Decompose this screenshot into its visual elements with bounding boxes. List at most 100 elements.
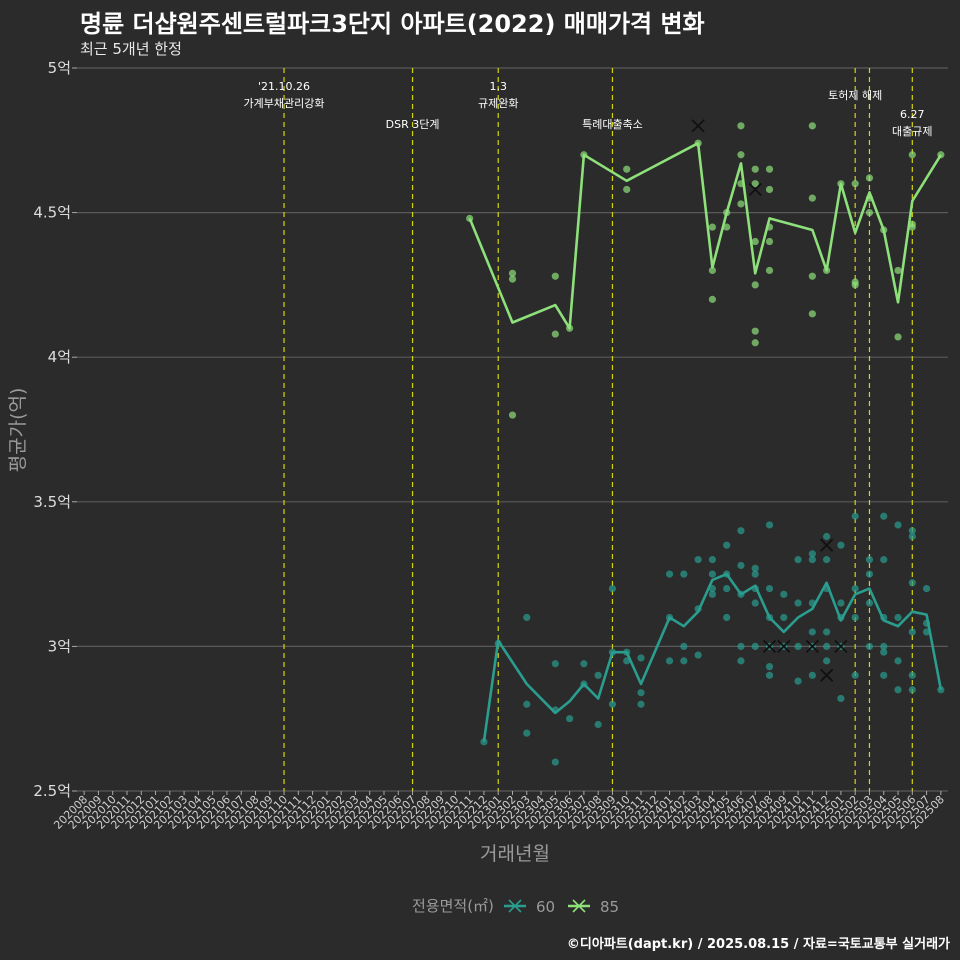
data-point-60 <box>765 663 774 671</box>
event-label: 6.27 <box>900 108 925 121</box>
data-point-85 <box>808 310 816 318</box>
series-line-60 <box>482 572 943 742</box>
chart-title: 명륜 더샵원주센트럴파크3단지 아파트(2022) 매매가격 변화 <box>80 10 705 38</box>
data-point-85 <box>508 269 517 277</box>
data-point-60 <box>908 579 916 587</box>
data-point-60 <box>823 642 831 651</box>
data-point-60 <box>794 677 802 685</box>
data-point-85 <box>751 237 759 246</box>
data-point-85 <box>808 122 816 130</box>
data-point-60 <box>794 556 802 564</box>
data-point-60 <box>680 642 688 651</box>
data-point-85 <box>865 209 874 217</box>
data-point-85 <box>851 180 859 188</box>
data-point-60 <box>894 613 902 622</box>
data-point-60 <box>580 660 588 668</box>
data-point-60 <box>637 700 645 708</box>
data-point-85 <box>808 194 816 202</box>
x-axis-ticks: 2020082020092020102020112020122021012021… <box>51 791 947 832</box>
data-point-60 <box>823 628 831 636</box>
data-point-60 <box>708 570 717 578</box>
data-point-85 <box>865 174 874 182</box>
cross-stroke <box>834 639 848 654</box>
cross-stroke <box>748 182 762 197</box>
data-point-60 <box>694 556 702 564</box>
data-point-85 <box>894 333 902 341</box>
data-point-60 <box>780 590 788 598</box>
data-point-85 <box>551 272 559 280</box>
data-point-60 <box>780 613 788 622</box>
data-point-60 <box>851 613 859 622</box>
data-point-85 <box>508 275 517 283</box>
data-point-60 <box>723 584 731 593</box>
event-label: 특례대출축소 <box>582 118 643 131</box>
data-point-60 <box>837 599 845 607</box>
data-point-85 <box>751 281 759 289</box>
data-point-60 <box>823 657 831 665</box>
cross-stroke <box>691 119 705 133</box>
data-point-60 <box>523 729 531 737</box>
cross-stroke <box>762 639 777 654</box>
data-point-85 <box>751 339 759 347</box>
data-points <box>466 122 945 766</box>
y-tick-label: 3억 <box>48 637 71 655</box>
data-point-60 <box>665 570 674 578</box>
data-point-60 <box>865 642 874 651</box>
event-label: 대출규제 <box>892 125 932 138</box>
data-point-60 <box>680 570 688 578</box>
cross-stroke <box>777 639 791 654</box>
event-label: '21.10.26 <box>258 80 310 93</box>
data-point-60 <box>880 648 888 656</box>
data-point-60 <box>865 599 874 607</box>
data-point-60 <box>751 642 759 651</box>
chart-subtitle: 최근 5개년 한정 <box>80 40 182 58</box>
data-point-60 <box>680 657 688 665</box>
data-point-60 <box>908 527 916 535</box>
data-point-60 <box>794 599 802 607</box>
data-point-60 <box>637 654 645 662</box>
cancelled-marker-85 <box>748 182 762 197</box>
legend: 전용면적(㎡) 60 85 <box>412 897 619 916</box>
data-point-60 <box>737 561 745 570</box>
data-point-60 <box>794 642 802 651</box>
data-point-85 <box>623 185 631 194</box>
data-point-60 <box>551 758 559 766</box>
data-point-60 <box>594 720 602 729</box>
cancelled-marker-60 <box>777 639 791 654</box>
data-point-85 <box>765 237 774 246</box>
data-point-60 <box>737 642 745 651</box>
data-point-60 <box>922 584 931 593</box>
source-credit: ©디아파트(dapt.kr) / 2025.08.15 / 자료=국토교통부 실… <box>566 937 950 952</box>
cross-stroke <box>805 639 819 654</box>
data-point-60 <box>751 570 759 578</box>
y-tick-label: 5억 <box>48 59 71 77</box>
data-point-60 <box>908 686 916 694</box>
data-point-60 <box>880 556 888 564</box>
cross-stroke <box>819 538 834 552</box>
data-point-60 <box>708 556 717 564</box>
data-point-85 <box>765 266 774 275</box>
data-point-60 <box>566 715 574 723</box>
grid-lines <box>77 67 948 792</box>
data-point-85 <box>708 295 717 303</box>
series-lines <box>468 141 943 742</box>
data-point-60 <box>865 556 874 564</box>
cancelled-marker-85 <box>691 119 705 133</box>
event-label: 토허제 해제 <box>828 88 882 102</box>
data-point-60 <box>808 671 816 679</box>
cancelled-marker-60 <box>762 639 777 654</box>
legend-swatch-cross <box>508 899 522 913</box>
data-point-85 <box>908 151 916 159</box>
data-point-60 <box>823 556 831 564</box>
data-point-85 <box>551 330 559 338</box>
data-point-60 <box>723 613 731 622</box>
data-point-60 <box>837 694 845 703</box>
y-tick-label: 2.5억 <box>33 782 71 800</box>
data-point-60 <box>765 521 774 529</box>
legend-title: 전용면적(㎡) <box>412 897 494 915</box>
data-point-85 <box>723 223 731 231</box>
event-label: 1.3 <box>489 80 507 93</box>
cancelled-marker-60 <box>805 639 819 654</box>
y-axis-label: 평균가(억) <box>7 388 29 473</box>
